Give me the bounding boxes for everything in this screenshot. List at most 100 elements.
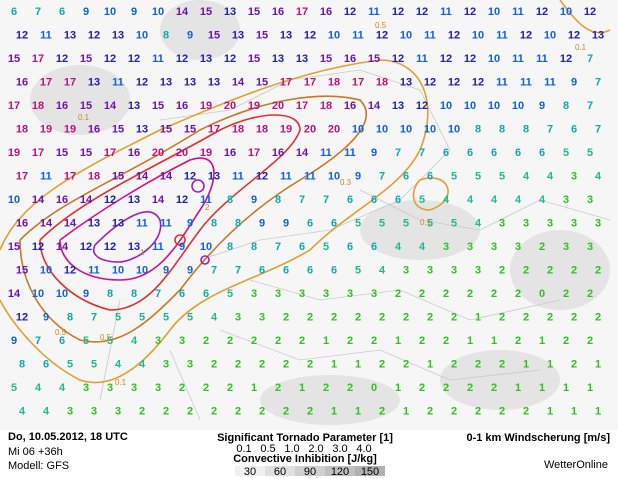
wind-value: 6	[571, 123, 577, 135]
wind-value: 6	[515, 147, 521, 159]
wind-value: 12	[440, 53, 452, 65]
wind-value: 7	[595, 123, 601, 135]
wind-value: 15	[256, 29, 268, 41]
wind-value: 14	[80, 194, 93, 206]
wind-value: 6	[331, 217, 337, 229]
wind-value: 2	[547, 264, 553, 276]
wind-value: 2	[467, 288, 473, 300]
wind-value: 10	[464, 100, 476, 112]
wind-value: 19	[200, 147, 212, 159]
wind-value: 0	[371, 382, 377, 394]
wind-value: 15	[256, 76, 268, 88]
wind-value: 12	[104, 241, 116, 253]
wind-value: 11	[152, 241, 164, 253]
wind-value: 2	[307, 358, 313, 370]
wind-value: 9	[11, 335, 17, 347]
wind-value: 15	[368, 53, 380, 65]
wind-value: 11	[280, 170, 292, 182]
wind-value: 2	[587, 335, 593, 347]
wind-value: 2	[515, 288, 521, 300]
wind-value: 2	[451, 358, 457, 370]
wind-value: 6	[371, 194, 377, 206]
wind-value: 2	[259, 405, 265, 417]
wind-value: 17	[208, 123, 220, 135]
wind-value: 3	[475, 264, 481, 276]
wind-value: 6	[307, 264, 313, 276]
wind-value: 2	[571, 311, 577, 323]
stp-level: 1.0	[284, 443, 299, 455]
stp-legend: 0.1 0.5 1.0 2.0 3.0 4.0	[236, 443, 371, 455]
wind-value: 6	[347, 194, 353, 206]
wind-value: 13	[112, 29, 124, 41]
wind-value: 11	[352, 29, 364, 41]
wind-value: 5	[187, 311, 193, 323]
wind-value: 2	[563, 288, 569, 300]
wind-value: 11	[88, 264, 100, 276]
wind-value: 4	[139, 358, 146, 370]
wind-value: 12	[520, 29, 532, 41]
contour-label: 0.5	[55, 328, 67, 337]
wind-value: 5	[67, 358, 73, 370]
wind-value: 8	[227, 194, 233, 206]
contour-label: 1	[140, 248, 145, 257]
wind-value: 2	[179, 382, 185, 394]
wind-value: 10	[152, 6, 164, 18]
cin-swatch	[355, 466, 385, 476]
wind-value: 7	[547, 123, 553, 135]
wind-value: 6	[59, 6, 65, 18]
wind-value: 3	[403, 264, 409, 276]
wind-value: 2	[211, 358, 217, 370]
wind-value: 20	[272, 100, 284, 112]
footer: Do, 10.05.2012, 18 UTC Mi 06 +36h Modell…	[0, 430, 618, 478]
wind-value: 2	[499, 405, 505, 417]
wind-value: 12	[128, 53, 140, 65]
wind-value: 16	[88, 123, 100, 135]
wind-value: 8	[227, 241, 233, 253]
wind-value: 11	[160, 217, 172, 229]
wind-value: 2	[275, 335, 281, 347]
wind-value: 14	[176, 6, 189, 18]
wind-value: 2	[515, 335, 521, 347]
wind-value: 1	[355, 358, 361, 370]
wind-value: 6	[59, 335, 65, 347]
cin-level: 90	[304, 466, 316, 478]
wind-value: 14	[232, 76, 245, 88]
wind-value: 1	[587, 382, 593, 394]
stp-level: 4.0	[356, 443, 371, 455]
wind-value: 11	[152, 53, 164, 65]
wind-value: 3	[515, 241, 521, 253]
wind-value: 13	[208, 170, 220, 182]
wind-value: 12	[176, 194, 188, 206]
wind-value: 10	[488, 53, 500, 65]
wind-value: 4	[547, 170, 554, 182]
wind-value: 8	[235, 217, 241, 229]
wind-value: 2	[283, 311, 289, 323]
wind-value: 17	[16, 170, 28, 182]
wind-value: 3	[571, 217, 577, 229]
wind-value: 12	[392, 53, 404, 65]
wind-value: 3	[67, 405, 73, 417]
wind-value: 2	[419, 382, 425, 394]
wind-value: 6	[427, 170, 433, 182]
wind-value: 12	[32, 241, 44, 253]
wind-value: 18	[88, 170, 100, 182]
contour-label: 2	[205, 203, 210, 212]
wind-value: 17	[352, 76, 364, 88]
wind-value: 13	[592, 29, 604, 41]
wind-value: 1	[331, 405, 337, 417]
wind-value: 13	[272, 53, 284, 65]
wind-value: 13	[280, 29, 292, 41]
wind-value: 13	[136, 123, 148, 135]
wind-value: 1	[547, 405, 553, 417]
wind-value: 17	[64, 170, 76, 182]
wind-value: 20	[152, 147, 164, 159]
cin-legend: 30 60 90 120 150	[235, 466, 385, 478]
wind-value: 9	[163, 264, 169, 276]
wind-value: 15	[200, 6, 212, 18]
wind-value: 19	[280, 123, 292, 135]
cin-swatch	[235, 466, 265, 476]
wind-value: 8	[523, 123, 529, 135]
wind-value: 2	[491, 288, 497, 300]
wind-value: 5	[563, 147, 569, 159]
wind-value: 16	[56, 194, 68, 206]
